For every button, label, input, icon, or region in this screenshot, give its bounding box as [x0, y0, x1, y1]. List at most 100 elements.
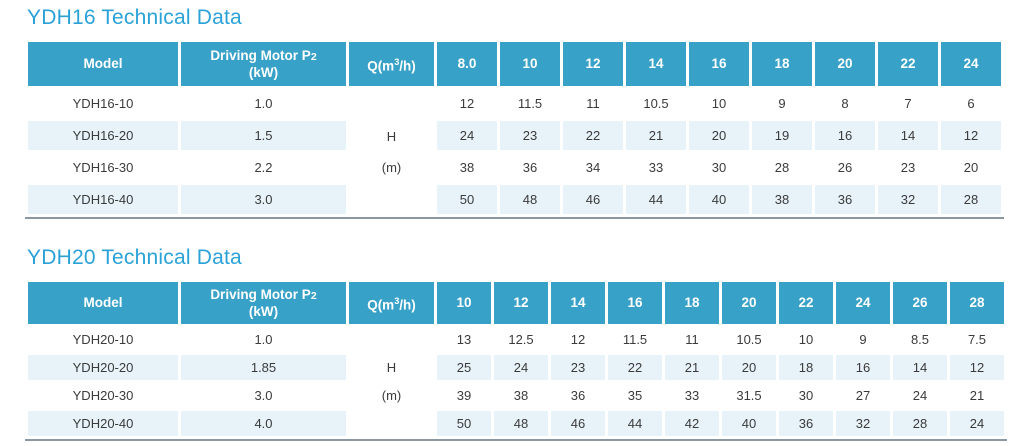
cell-head-value: 7 — [904, 96, 912, 111]
cell-head-value: 10 — [711, 96, 727, 111]
column-header-flow-value: 26 — [893, 282, 947, 324]
ydh20-table-wrapper: Model Driving Motor P2 (kW) Q(m3/h) 10 12… — [25, 279, 1007, 441]
table-row: YDH20-20 1.85 25 24 23 22 21 20 18 16 14… — [28, 355, 1004, 380]
cell-head-value: 20 — [963, 160, 979, 175]
column-header-flow-value: 12 — [563, 42, 623, 86]
cell-head-value: 38 — [459, 160, 475, 175]
cell-head-value: 36 — [815, 185, 875, 214]
cell-head-value: 12.5 — [508, 332, 534, 347]
cell-head-value: 33 — [648, 160, 664, 175]
cell-head-value: 48 — [500, 185, 560, 214]
column-header-flow-value: 16 — [608, 282, 662, 324]
cell-model: YDH20-30 — [72, 388, 134, 403]
cell-head-value: 11 — [586, 96, 600, 111]
cell-head-value: 44 — [626, 185, 686, 214]
cell-head-value: 24 — [494, 355, 548, 380]
cell-head-value: 36 — [570, 388, 586, 403]
cell-head-value: 14 — [893, 355, 947, 380]
cell-head-value: 35 — [627, 388, 643, 403]
ydh20-section-title: YDH20 Technical Data — [27, 246, 242, 269]
cell-head-value: 19 — [752, 121, 812, 150]
cell-head-value: 8.5 — [910, 332, 930, 347]
ydh16-table-wrapper: Model Driving Motor P2 (kW) Q(m3/h) 8.0 1… — [25, 39, 1004, 219]
cell-head-value: 42 — [665, 411, 719, 436]
cell-head-unit: H (m) — [349, 327, 434, 436]
cell-head-value: 9 — [859, 332, 867, 347]
flow-header-unit: /h) — [399, 58, 416, 74]
cell-power: 4.0 — [181, 411, 346, 436]
cell-model: YDH16-20 — [28, 121, 178, 150]
cell-head-value: 10.5 — [736, 332, 762, 347]
column-header-flow-value: 22 — [779, 282, 833, 324]
motor-header-subscript: 2 — [310, 289, 317, 302]
motor-header-subscript: 2 — [310, 50, 317, 63]
cell-model: YDH16-40 — [28, 185, 178, 214]
cell-head-value: 12 — [570, 332, 586, 347]
cell-head-value: 28 — [774, 160, 790, 175]
cell-head-value: 22 — [608, 355, 662, 380]
column-header-flow-value: 10 — [500, 42, 560, 86]
column-header-flow-value: 14 — [626, 42, 686, 86]
ydh20-section: YDH20 Technical Data Model Driving Motor… — [25, 246, 1009, 446]
cell-model: YDH20-20 — [28, 355, 178, 380]
ydh16-header-row: Model Driving Motor P2 (kW) Q(m3/h) 8.0 1… — [28, 42, 1001, 86]
column-header-flow-value: 10 — [437, 282, 491, 324]
cell-head-value: 10 — [798, 332, 814, 347]
cell-head-value: 44 — [608, 411, 662, 436]
cell-head-value: 30 — [798, 388, 814, 403]
cell-head-value: 16 — [836, 355, 890, 380]
cell-head-value: 14 — [878, 121, 938, 150]
column-header-model: Model — [28, 42, 178, 86]
cell-head-value: 26 — [837, 160, 853, 175]
cell-power: 2.2 — [254, 160, 273, 175]
column-header-flow-value: 20 — [722, 282, 776, 324]
cell-head-value: 24 — [950, 411, 1004, 436]
cell-power: 1.5 — [181, 121, 346, 150]
cell-head-value: 40 — [689, 185, 749, 214]
cell-head-value: 23 — [500, 121, 560, 150]
cell-head-value: 21 — [665, 355, 719, 380]
cell-head-value: 8 — [841, 96, 849, 111]
motor-header-text: Driving Motor P — [210, 47, 311, 63]
motor-header-unit: (kW) — [248, 64, 279, 80]
cell-head-value: 9 — [778, 96, 786, 111]
cell-head-unit: H (m) — [349, 89, 434, 214]
cell-head-value: 38 — [513, 388, 529, 403]
cell-head-value: 11.5 — [517, 96, 543, 111]
cell-head-value: 6 — [967, 96, 975, 111]
cell-head-value: 28 — [893, 411, 947, 436]
cell-head-value: 10.5 — [643, 96, 669, 111]
column-header-flow-value: 28 — [950, 282, 1004, 324]
cell-head-value: 39 — [456, 388, 472, 403]
column-header-driving-motor: Driving Motor P2 (kW) — [181, 282, 346, 324]
cell-head-value: 38 — [752, 185, 812, 214]
ydh16-section-title: YDH16 Technical Data — [27, 6, 242, 29]
cell-head-value: 30 — [711, 160, 727, 175]
ydh16-technical-table: Model Driving Motor P2 (kW) Q(m3/h) 8.0 1… — [25, 39, 1004, 217]
cell-head-value: 20 — [689, 121, 749, 150]
cell-head-value: 31.5 — [736, 388, 762, 403]
cell-head-value: 46 — [551, 411, 605, 436]
cell-head-value: 23 — [900, 160, 916, 175]
ydh20-header-row: Model Driving Motor P2 (kW) Q(m3/h) 10 12… — [28, 282, 1004, 324]
cell-head-value: 34 — [585, 160, 601, 175]
head-unit-symbol: H — [386, 128, 397, 144]
cell-model: YDH20-10 — [72, 332, 134, 347]
cell-head-value: 40 — [722, 411, 776, 436]
column-header-flow-value: 8.0 — [437, 42, 497, 86]
column-header-flow-value: 20 — [815, 42, 875, 86]
cell-power: 1.85 — [181, 355, 346, 380]
column-header-flow-value: 12 — [494, 282, 548, 324]
cell-head-value: 18 — [779, 355, 833, 380]
flow-header-unit: /h) — [399, 297, 416, 313]
column-header-flow-rate: Q(m3/h) — [349, 42, 434, 86]
cell-head-value: 7.5 — [967, 332, 987, 347]
column-header-flow-value: 24 — [941, 42, 1001, 86]
cell-model: YDH16-30 — [72, 160, 134, 175]
flow-header-text: Q(m — [367, 297, 395, 313]
cell-head-value: 48 — [494, 411, 548, 436]
cell-head-value: 22 — [563, 121, 623, 150]
cell-head-value: 24 — [912, 388, 928, 403]
column-header-flow-value: 22 — [878, 42, 938, 86]
cell-head-value: 28 — [941, 185, 1001, 214]
